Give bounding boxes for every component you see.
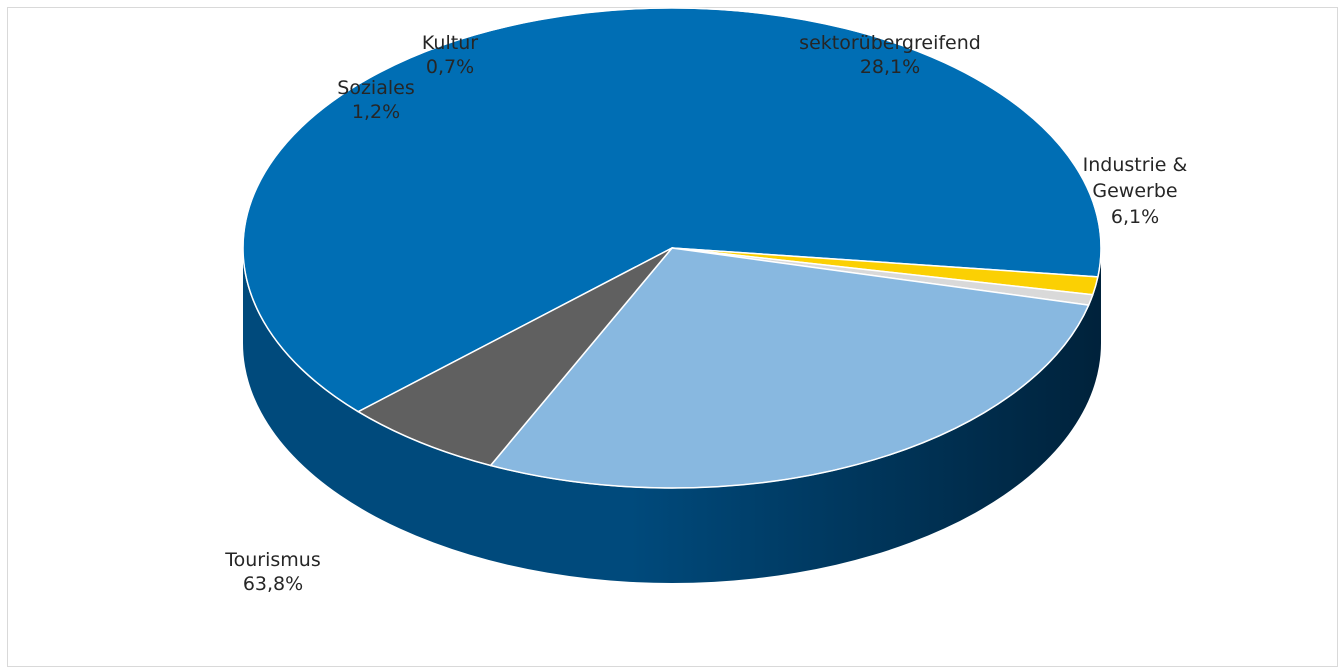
label-kultur-value: 0,7%	[425, 56, 475, 78]
pie-rim	[242, 7, 1102, 489]
label-soziales: Soziales 1,2%	[326, 76, 426, 124]
label-tourismus: Tourismus 63,8%	[218, 548, 328, 596]
label-industrie-value: 6,1%	[1110, 206, 1160, 228]
label-soziales-name: Soziales	[337, 77, 415, 99]
label-industrie: Industrie & Gewerbe 6,1%	[1070, 152, 1200, 230]
label-tourismus-name: Tourismus	[225, 549, 321, 571]
label-sektoruebergreifend-value: 28,1%	[859, 56, 921, 78]
label-soziales-value: 1,2%	[351, 101, 401, 123]
label-sektoruebergreifend-name: sektorübergreifend	[799, 32, 981, 54]
label-tourismus-value: 63,8%	[242, 573, 304, 595]
pie-side-wall	[243, 248, 1101, 583]
label-kultur: Kultur 0,7%	[405, 31, 495, 79]
label-sektoruebergreifend: sektorübergreifend 28,1%	[790, 31, 990, 79]
label-industrie-name: Industrie & Gewerbe	[1082, 154, 1188, 202]
label-kultur-name: Kultur	[421, 32, 479, 54]
